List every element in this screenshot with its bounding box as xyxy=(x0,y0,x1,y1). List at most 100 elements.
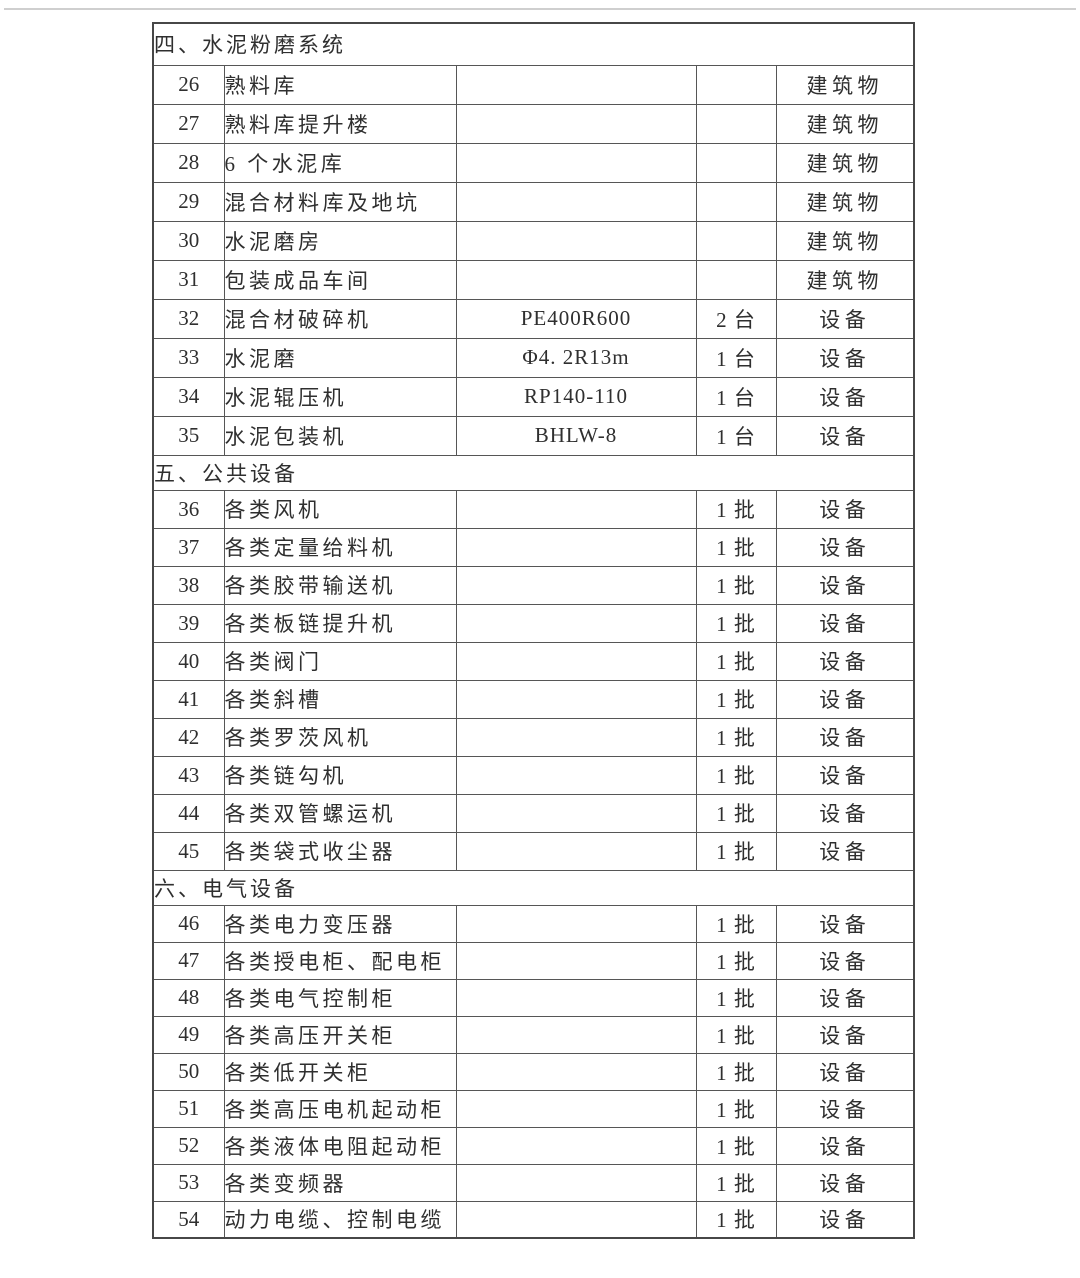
cell-name: 混合材料库及地坑 xyxy=(223,181,457,222)
table-row: 26 熟料库 建筑物 xyxy=(152,64,915,105)
equipment-table: 四、水泥粉磨系统 26 熟料库 建筑物 27 熟料库提升楼 建筑物 28 6 个水泥库 建筑物 29… xyxy=(152,22,916,1239)
cell-model xyxy=(455,755,697,795)
cell-model xyxy=(455,489,697,529)
table-row: 27 熟料库提升楼 建筑物 xyxy=(152,103,915,144)
cell-name: 各类斜槽 xyxy=(223,679,457,719)
cell-no: 40 xyxy=(152,641,225,681)
cell-model xyxy=(455,1052,697,1091)
cell-model xyxy=(455,941,697,980)
cell-name: 各类双管螺运机 xyxy=(223,793,457,833)
table-row: 52 各类液体电阻起动柜 1 批设备 xyxy=(152,1126,915,1165)
cell-no: 27 xyxy=(152,103,225,144)
cell-model: PE400R600 xyxy=(455,298,697,339)
cell-model: Φ4. 2R13m xyxy=(455,337,697,378)
cell-name: 各类高压开关柜 xyxy=(223,1015,457,1054)
cell-model xyxy=(455,603,697,643)
cell-no: 36 xyxy=(152,489,225,529)
cell-no: 51 xyxy=(152,1089,225,1128)
cell-model xyxy=(455,64,697,105)
cell-name: 水泥磨 xyxy=(223,337,457,378)
cell-category: 建筑物 xyxy=(775,103,915,144)
cell-qty xyxy=(695,259,777,300)
section-title: 五、公共设备 xyxy=(152,454,915,491)
cell-qty: 1 批 xyxy=(695,904,777,943)
table-row: 51 各类高压电机起动柜 1 批设备 xyxy=(152,1089,915,1128)
cell-category: 设备 xyxy=(775,298,915,339)
cell-model xyxy=(455,641,697,681)
table-row: 35 水泥包装机 BHLW-8 1 台设备 xyxy=(152,415,915,456)
cell-category: 设备 xyxy=(775,337,915,378)
cell-name: 各类板链提升机 xyxy=(223,603,457,643)
cell-category: 设备 xyxy=(775,904,915,943)
cell-name: 包装成品车间 xyxy=(223,259,457,300)
cell-no: 43 xyxy=(152,755,225,795)
cell-qty: 1 批 xyxy=(695,1052,777,1091)
equipment-table-body: 四、水泥粉磨系统 26 熟料库 建筑物 27 熟料库提升楼 建筑物 28 6 个水泥库 建筑物 29… xyxy=(152,22,915,1239)
cell-name: 熟料库提升楼 xyxy=(223,103,457,144)
cell-name: 混合材破碎机 xyxy=(223,298,457,339)
cell-no: 38 xyxy=(152,565,225,605)
cell-category: 设备 xyxy=(775,793,915,833)
cell-name: 水泥磨房 xyxy=(223,220,457,261)
cell-no: 52 xyxy=(152,1126,225,1165)
cell-model xyxy=(455,259,697,300)
cell-name: 各类风机 xyxy=(223,489,457,529)
cell-model xyxy=(455,103,697,144)
cell-no: 47 xyxy=(152,941,225,980)
cell-qty: 1 台 xyxy=(695,415,777,456)
cell-qty: 1 批 xyxy=(695,831,777,871)
table-row: 30 水泥磨房 建筑物 xyxy=(152,220,915,261)
cell-qty: 1 台 xyxy=(695,376,777,417)
cell-model xyxy=(455,904,697,943)
cell-qty: 1 批 xyxy=(695,527,777,567)
cell-model xyxy=(455,978,697,1017)
cell-model: RP140-110 xyxy=(455,376,697,417)
section-header-row: 四、水泥粉磨系统 xyxy=(152,22,915,66)
cell-model xyxy=(455,679,697,719)
section-header-row: 五、公共设备 xyxy=(152,454,915,491)
cell-no: 49 xyxy=(152,1015,225,1054)
cell-qty xyxy=(695,181,777,222)
cell-category: 建筑物 xyxy=(775,220,915,261)
cell-qty: 1 批 xyxy=(695,755,777,795)
cell-qty: 1 批 xyxy=(695,603,777,643)
cell-no: 32 xyxy=(152,298,225,339)
table-row: 36 各类风机 1 批设备 xyxy=(152,489,915,529)
section-header-row: 六、电气设备 xyxy=(152,869,915,906)
cell-qty: 1 批 xyxy=(695,489,777,529)
cell-category: 设备 xyxy=(775,1015,915,1054)
cell-model xyxy=(455,1015,697,1054)
cell-name: 各类胶带输送机 xyxy=(223,565,457,605)
cell-qty xyxy=(695,220,777,261)
cell-name: 各类袋式收尘器 xyxy=(223,831,457,871)
cell-name: 各类电力变压器 xyxy=(223,904,457,943)
cell-category: 设备 xyxy=(775,527,915,567)
cell-category: 设备 xyxy=(775,565,915,605)
table-row: 28 6 个水泥库 建筑物 xyxy=(152,142,915,183)
cell-qty: 1 批 xyxy=(695,941,777,980)
page-divider-line xyxy=(4,8,1076,10)
table-row: 34 水泥辊压机 RP140-110 1 台设备 xyxy=(152,376,915,417)
cell-qty xyxy=(695,142,777,183)
cell-no: 48 xyxy=(152,978,225,1017)
cell-name: 水泥辊压机 xyxy=(223,376,457,417)
cell-no: 29 xyxy=(152,181,225,222)
cell-name: 熟料库 xyxy=(223,64,457,105)
cell-model xyxy=(455,220,697,261)
cell-qty: 1 批 xyxy=(695,565,777,605)
cell-no: 34 xyxy=(152,376,225,417)
cell-category: 设备 xyxy=(775,489,915,529)
cell-no: 50 xyxy=(152,1052,225,1091)
cell-category: 设备 xyxy=(775,941,915,980)
cell-no: 54 xyxy=(152,1200,225,1239)
cell-model xyxy=(455,1089,697,1128)
cell-model xyxy=(455,1200,697,1239)
cell-qty xyxy=(695,103,777,144)
table-row: 43 各类链勾机 1 批设备 xyxy=(152,755,915,795)
cell-no: 41 xyxy=(152,679,225,719)
section-title: 六、电气设备 xyxy=(152,869,915,906)
cell-no: 30 xyxy=(152,220,225,261)
table-row: 31 包装成品车间 建筑物 xyxy=(152,259,915,300)
cell-model xyxy=(455,181,697,222)
cell-qty: 1 批 xyxy=(695,1089,777,1128)
